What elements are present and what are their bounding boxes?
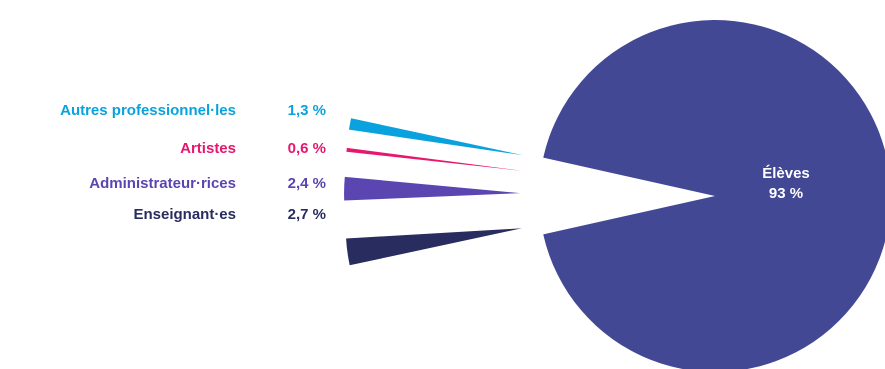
pie-slice-enseignant-es: [346, 228, 522, 266]
slice-label-eleves-value: 93 %: [769, 185, 803, 202]
pie-slice-artistes: [346, 147, 522, 171]
legend-value-enseignant-es: 2,7 %: [288, 206, 326, 223]
pie-slice-eleves: [543, 20, 885, 369]
legend-label-enseignant-es: Enseignant·es: [133, 206, 236, 223]
legend: Autres professionnel·les 1,3 % Artistes …: [60, 102, 326, 223]
pie-slice-autres-professionnel-les: [348, 118, 524, 156]
legend-value-artistes: 0,6 %: [288, 140, 326, 157]
legend-label-autres-professionnel-les: Autres professionnel·les: [60, 102, 236, 119]
slice-label-eleves-name: Élèves: [762, 165, 810, 182]
pie-slices: [344, 20, 885, 369]
legend-value-administrateur-rices: 2,4 %: [288, 175, 326, 192]
legend-value-autres-professionnel-les: 1,3 %: [288, 102, 326, 119]
slice-label-eleves: Élèves 93 %: [762, 165, 810, 202]
legend-label-administrateur-rices: Administrateur·rices: [89, 175, 236, 192]
pie-slice-administrateur-rices: [344, 176, 521, 201]
legend-label-artistes: Artistes: [180, 140, 236, 157]
